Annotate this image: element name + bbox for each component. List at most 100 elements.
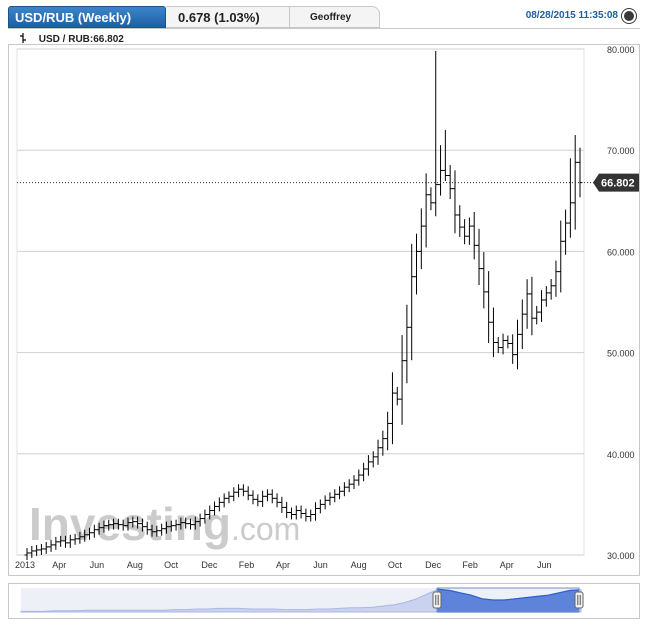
candle-80[interactable] — [409, 243, 415, 361]
candle-8[interactable] — [62, 535, 68, 548]
candle-101[interactable] — [510, 334, 516, 364]
candle-78[interactable] — [399, 335, 405, 425]
candle-113[interactable] — [567, 158, 573, 238]
candle-43[interactable] — [231, 487, 237, 502]
candle-12[interactable] — [82, 529, 88, 542]
candle-4[interactable] — [43, 541, 49, 554]
candle-95[interactable] — [481, 252, 487, 309]
candle-67[interactable] — [346, 479, 352, 493]
candle-49[interactable] — [260, 490, 266, 507]
candle-56[interactable] — [293, 505, 299, 520]
candle-14[interactable] — [91, 524, 97, 538]
candle-70[interactable] — [361, 462, 367, 482]
candle-86[interactable] — [438, 145, 444, 196]
candle-1[interactable] — [29, 545, 35, 558]
candle-64[interactable] — [332, 489, 338, 503]
candle-76[interactable] — [389, 372, 395, 445]
candle-57[interactable] — [298, 505, 304, 519]
navigator-bar[interactable] — [8, 583, 640, 619]
candle-90[interactable] — [457, 205, 463, 237]
candle-47[interactable] — [250, 490, 256, 505]
candle-33[interactable] — [183, 517, 189, 529]
candle-18[interactable] — [111, 518, 117, 530]
candle-9[interactable] — [67, 534, 73, 548]
candle-52[interactable] — [274, 493, 280, 508]
candle-7[interactable] — [58, 535, 64, 547]
candle-75[interactable] — [385, 411, 391, 451]
candle-54[interactable] — [284, 501, 290, 519]
candle-73[interactable] — [375, 439, 381, 465]
candle-23[interactable] — [135, 516, 141, 529]
candle-66[interactable] — [341, 482, 347, 497]
candle-37[interactable] — [202, 509, 208, 524]
candle-38[interactable] — [207, 505, 213, 520]
candle-74[interactable] — [380, 430, 386, 456]
candle-3[interactable] — [38, 543, 44, 555]
candle-48[interactable] — [255, 494, 261, 507]
candle-29[interactable] — [163, 521, 169, 534]
candle-41[interactable] — [221, 493, 227, 508]
candle-98[interactable] — [495, 336, 501, 354]
candle-109[interactable] — [548, 279, 554, 300]
candle-60[interactable] — [313, 502, 319, 521]
candle-106[interactable] — [534, 305, 540, 325]
candle-25[interactable] — [144, 521, 150, 535]
candle-62[interactable] — [322, 495, 328, 510]
candle-40[interactable] — [216, 497, 222, 512]
candle-93[interactable] — [471, 212, 477, 260]
instrument-title-tab[interactable]: USD/RUB (Weekly) — [8, 6, 166, 28]
candle-21[interactable] — [125, 517, 131, 531]
candle-77[interactable] — [394, 386, 400, 406]
user-tab[interactable]: Geoffrey — [290, 6, 380, 28]
candle-17[interactable] — [106, 519, 112, 531]
candle-55[interactable] — [288, 507, 294, 520]
chart-frame[interactable]: 30.000 40.000 50.000 60.000 70.000 80.000 Inve… — [8, 44, 640, 576]
candle-28[interactable] — [159, 523, 165, 536]
candle-105[interactable] — [529, 276, 535, 336]
candle-42[interactable] — [226, 491, 232, 504]
candle-53[interactable] — [279, 496, 285, 514]
candle-110[interactable] — [553, 260, 559, 297]
navigator-left-handle[interactable] — [432, 591, 442, 609]
candle-34[interactable] — [187, 518, 193, 530]
candle-83[interactable] — [423, 173, 429, 248]
candle-104[interactable] — [524, 279, 530, 329]
candle-87[interactable] — [442, 129, 448, 182]
candle-24[interactable] — [139, 518, 145, 532]
candle-10[interactable] — [72, 533, 78, 545]
candle-102[interactable] — [514, 319, 520, 370]
candle-71[interactable] — [365, 455, 371, 476]
candle-32[interactable] — [178, 517, 184, 530]
candle-0[interactable] — [24, 548, 30, 560]
candle-61[interactable] — [317, 499, 323, 514]
candle-59[interactable] — [308, 509, 314, 522]
candle-2[interactable] — [34, 544, 40, 556]
candle-22[interactable] — [130, 516, 136, 528]
candle-111[interactable] — [558, 220, 564, 293]
candle-68[interactable] — [351, 475, 357, 490]
candle-99[interactable] — [500, 333, 506, 355]
candle-89[interactable] — [452, 170, 458, 234]
close-icon[interactable] — [622, 9, 636, 23]
candle-35[interactable] — [192, 516, 198, 530]
navigator-right-handle[interactable] — [574, 591, 584, 609]
candle-88[interactable] — [447, 165, 453, 200]
candle-5[interactable] — [48, 539, 54, 552]
candle-107[interactable] — [539, 290, 545, 322]
candle-27[interactable] — [154, 525, 160, 537]
candle-81[interactable] — [414, 233, 420, 295]
candle-96[interactable] — [486, 271, 492, 343]
candle-36[interactable] — [197, 513, 203, 527]
candle-58[interactable] — [303, 508, 309, 522]
candle-69[interactable] — [356, 469, 362, 486]
price-chart[interactable]: 30.000 40.000 50.000 60.000 70.000 80.000 Inve… — [9, 45, 639, 575]
candle-44[interactable] — [236, 484, 242, 498]
candle-85[interactable] — [433, 51, 439, 217]
candle-94[interactable] — [476, 228, 482, 286]
candle-26[interactable] — [149, 524, 155, 537]
candle-97[interactable] — [490, 307, 496, 358]
candle-72[interactable] — [370, 451, 376, 468]
candle-51[interactable] — [269, 489, 275, 504]
candle-108[interactable] — [543, 286, 549, 307]
candle-19[interactable] — [115, 518, 121, 530]
